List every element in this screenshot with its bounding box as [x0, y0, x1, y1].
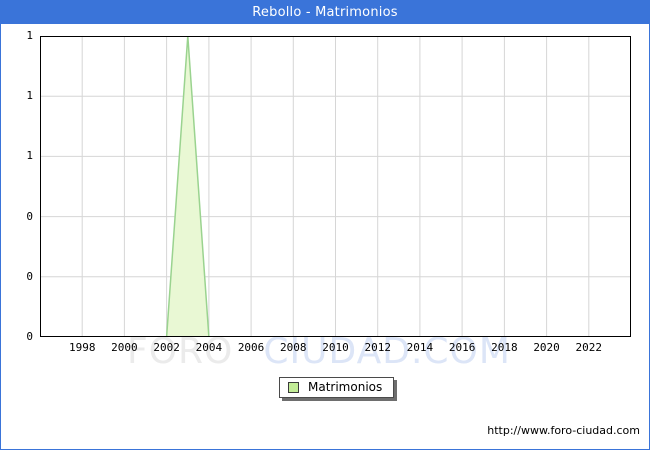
x-axis-tick-label: 2016	[448, 341, 476, 354]
y-axis-tick-label: 1	[26, 29, 33, 42]
x-axis-tick-label: 2022	[575, 341, 603, 354]
x-axis-tick-label: 2008	[280, 341, 307, 354]
chart-title: Rebollo - Matrimonios	[252, 5, 398, 20]
x-axis-tick-label: 2010	[322, 341, 349, 354]
watermark-ciudad: CIUDAD.COM	[263, 331, 511, 372]
legend-label: Matrimonios	[308, 380, 383, 394]
y-axis-tick-label: 0	[26, 269, 33, 283]
y-axis-tick-label: 0	[26, 209, 33, 223]
x-axis-tick-label: 2014	[406, 341, 434, 354]
legend-swatch-matrimonios	[288, 381, 299, 393]
footer-url: http://www.foro-ciudad.com	[487, 424, 640, 437]
y-axis-tick-label: 0	[26, 330, 33, 343]
x-axis-tick-label: 2012	[364, 341, 391, 354]
legend: Matrimonios	[279, 377, 395, 398]
y-axis-tick-label: 1	[26, 89, 33, 103]
x-axis-tick-label: 1998	[68, 341, 96, 354]
x-axis-tick-label: 2004	[195, 341, 223, 354]
title-bar: Rebollo - Matrimonios	[1, 1, 649, 24]
area-chart	[40, 36, 631, 337]
chart-canvas: FORO CIUDAD.COM 1 1 1 0 0 0 1998 2000 2002 2004 20…	[1, 24, 649, 449]
watermark: FORO CIUDAD.COM	[127, 332, 511, 372]
y-axis-tick-label: 1	[26, 149, 33, 163]
x-axis-tick-label: 2006	[237, 341, 265, 354]
plot-area	[40, 36, 631, 337]
x-axis-tick-label: 2020	[533, 341, 560, 354]
watermark-foro: FORO	[127, 331, 234, 372]
x-axis-tick-label: 2000	[111, 341, 138, 354]
x-axis-tick-label: 2018	[491, 341, 518, 354]
x-axis-tick-label: 2002	[153, 341, 180, 354]
